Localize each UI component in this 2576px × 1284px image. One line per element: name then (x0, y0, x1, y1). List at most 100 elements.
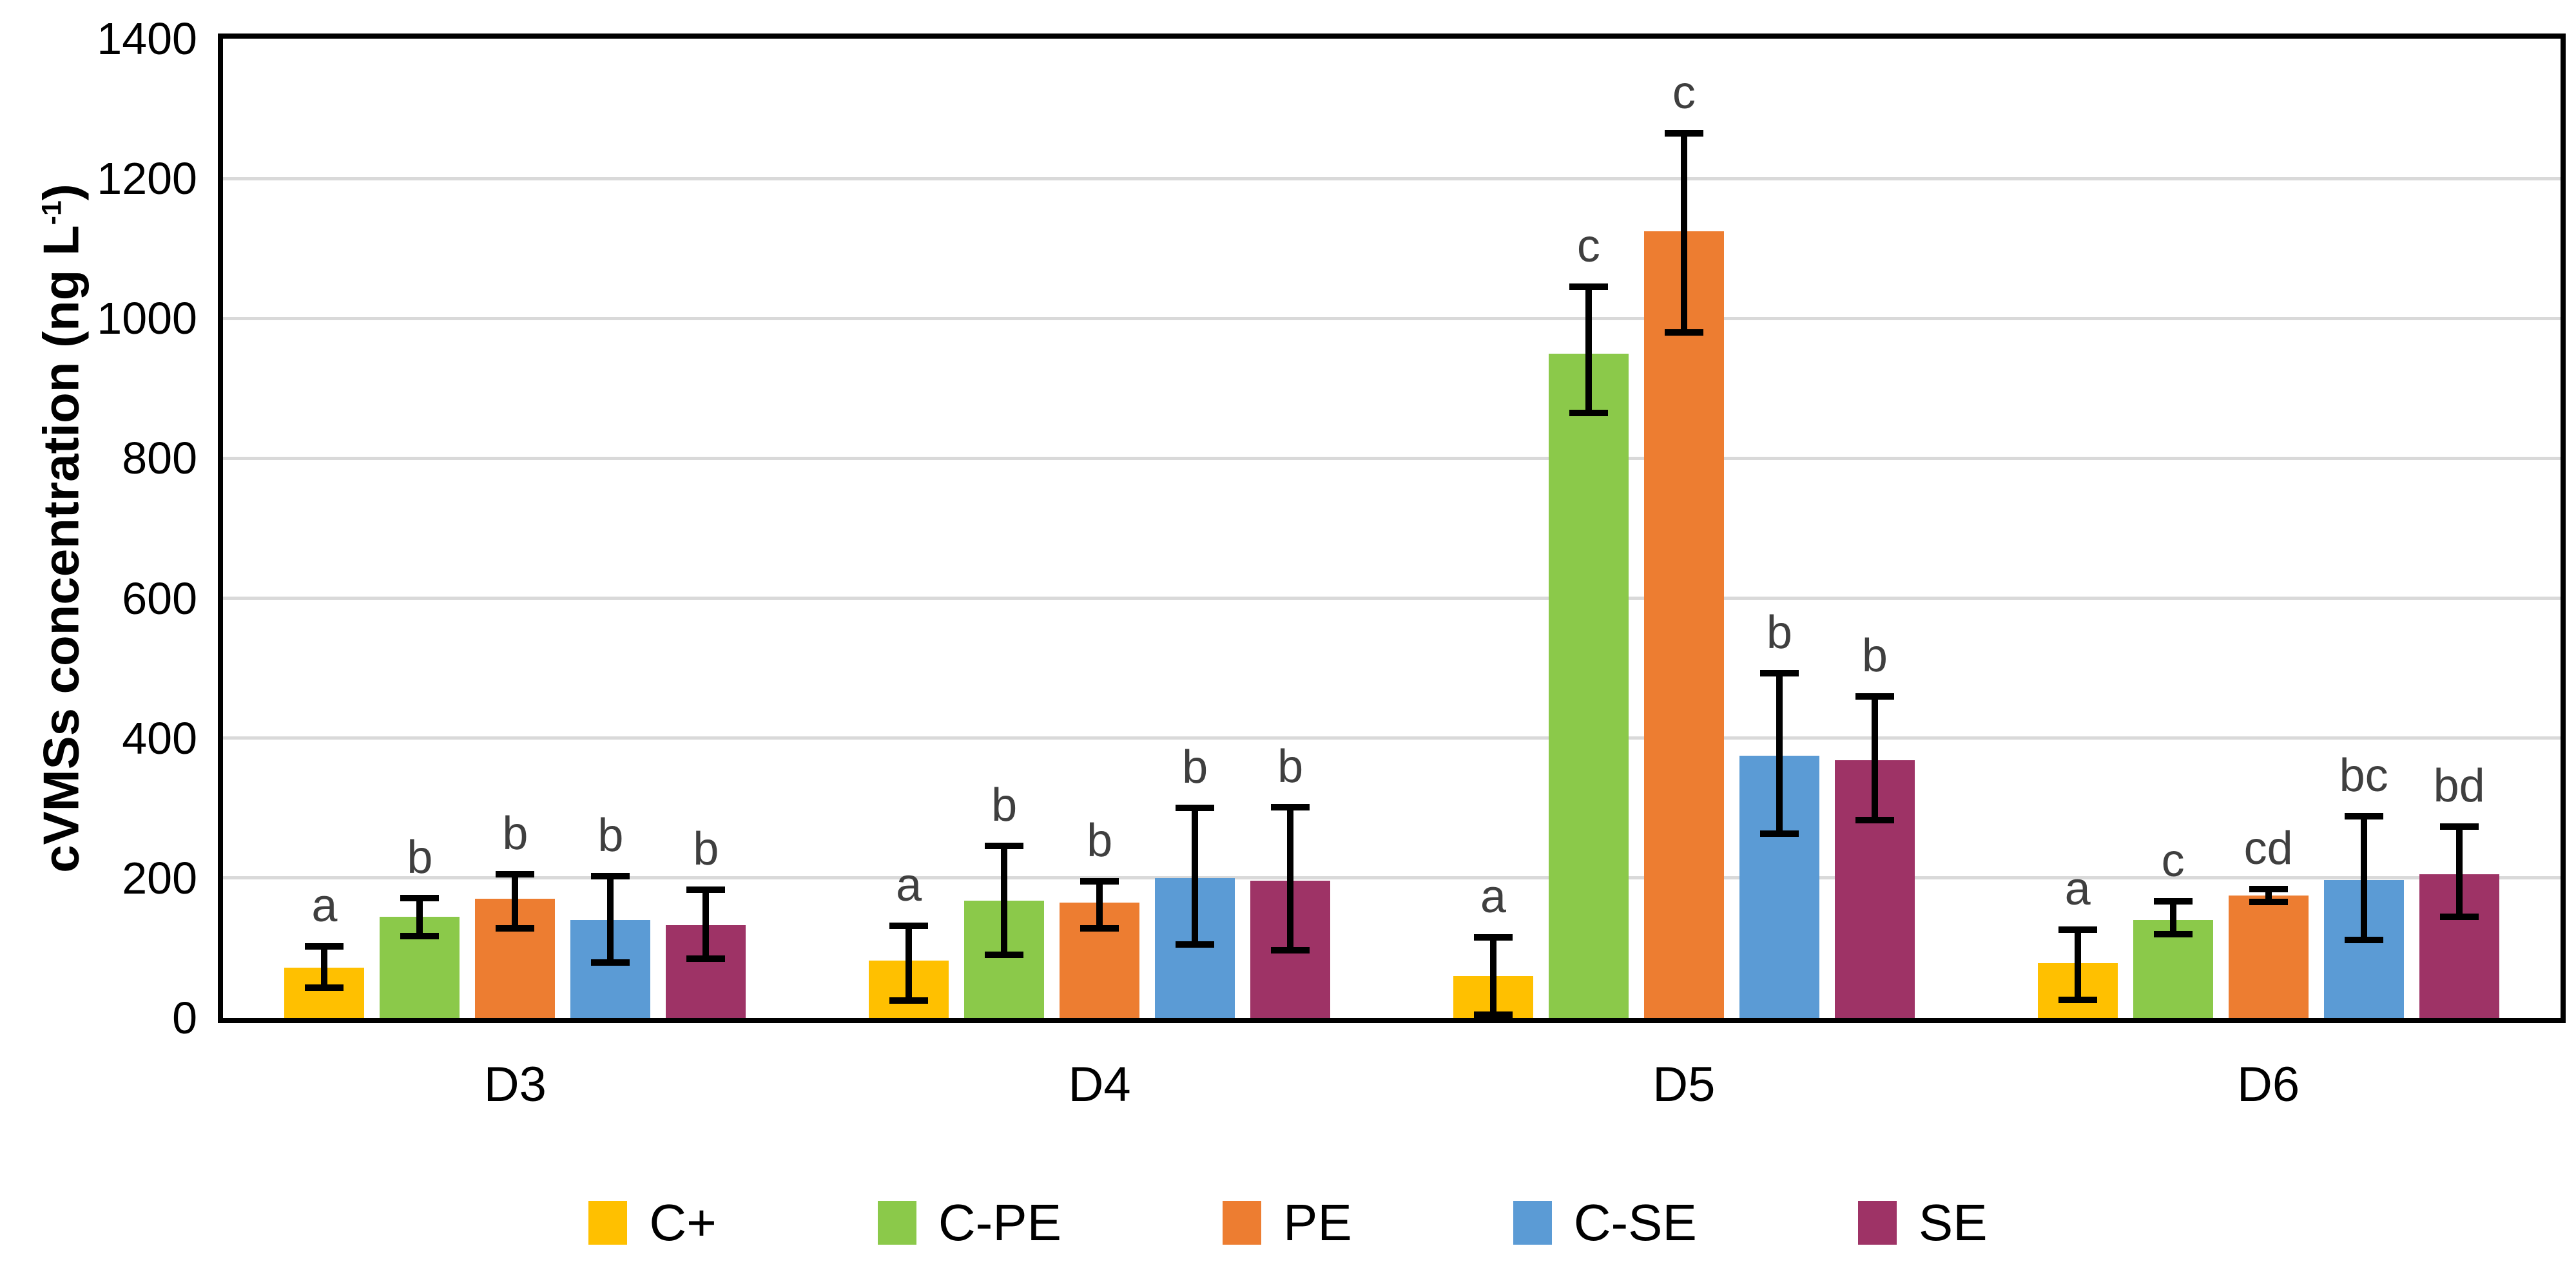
legend-swatch (1223, 1201, 1262, 1245)
y-axis-tick-label: 1200 (97, 153, 197, 204)
y-axis-title: cVMSs concentration (ng L-1) (32, 184, 91, 873)
y-axis-tick-label: 400 (122, 713, 197, 763)
error-bar-cap (2058, 926, 2097, 934)
error-bar-cap (305, 984, 344, 992)
legend-swatch (1513, 1201, 1552, 1245)
significance-letter: a (1480, 871, 1506, 923)
significance-letter: c (1576, 220, 1600, 273)
error-bar-cap (305, 943, 344, 950)
error-bar-cap (686, 955, 726, 962)
legend-item-C+: C+ (588, 1193, 717, 1252)
legend-label: SE (1918, 1194, 1988, 1251)
legend-label: PE (1283, 1194, 1352, 1251)
error-bar-cap (2058, 996, 2097, 1003)
error-bar-cap (591, 872, 630, 879)
significance-letter: a (896, 859, 922, 911)
y-axis-tick-label: 800 (122, 433, 197, 484)
error-bar-cap (889, 922, 929, 929)
error-bar-cap (2439, 823, 2479, 830)
error-bar (1192, 808, 1199, 944)
significance-letter: bd (2433, 760, 2485, 812)
error-bar (2455, 826, 2463, 917)
y-axis-tick-label: 0 (172, 993, 197, 1043)
error-bar-cap (1176, 941, 1215, 948)
error-bar-cap (889, 997, 929, 1004)
error-bar (416, 898, 423, 936)
legend-swatch (1857, 1201, 1897, 1245)
significance-letter: b (1277, 741, 1304, 793)
error-bar-cap (2153, 897, 2193, 905)
error-bar-cap (400, 932, 440, 939)
significance-letter: cd (2243, 823, 2293, 875)
plot-area: a a a a b b c c b b c cd b b b bc b b b bd (218, 34, 2566, 1023)
significance-letter: b (1766, 606, 1792, 658)
legend-item-SE: SE (1857, 1193, 1988, 1252)
legend-label: C+ (649, 1194, 717, 1251)
legend-item-C-SE: C-SE (1513, 1193, 1697, 1252)
x-axis-label-D3: D3 (483, 1057, 547, 1112)
significance-letter: b (693, 823, 719, 876)
legend: C+ C-PE PE C-SE SE (0, 1193, 2576, 1252)
gridline (223, 316, 2561, 320)
significance-letter: b (991, 779, 1018, 831)
error-bar (512, 874, 519, 929)
legend-label: C-PE (938, 1194, 1062, 1251)
error-bar-cap (1176, 805, 1215, 812)
error-bar-cap (1271, 804, 1310, 811)
error-bar (1871, 696, 1878, 820)
bar-C-PE-D5 (1548, 353, 1629, 1018)
gridline (223, 177, 2561, 180)
significance-letter: c (1672, 66, 1696, 119)
error-bar-cap (2439, 913, 2479, 920)
error-bar-cap (591, 959, 630, 966)
significance-letter: b (1861, 629, 1888, 682)
error-bar-cap (1759, 830, 1799, 838)
significance-letter: a (2064, 863, 2091, 915)
error-bar (1489, 937, 1496, 1015)
error-bar-cap (1855, 693, 1894, 700)
error-bar-cap (1855, 816, 1894, 823)
error-bar-cap (985, 952, 1024, 959)
x-axis-label-D6: D6 (2237, 1057, 2300, 1112)
legend-label: C-SE (1573, 1194, 1697, 1251)
error-bar (1001, 845, 1008, 955)
legend-swatch (588, 1201, 628, 1245)
error-bar (1680, 133, 1687, 332)
y-axis-tick-label: 200 (122, 852, 197, 903)
significance-letter: b (597, 809, 624, 861)
significance-letter: b (1087, 815, 1113, 867)
significance-letter: b (502, 808, 528, 860)
legend-item-PE: PE (1223, 1193, 1352, 1252)
error-bar-cap (2153, 930, 2193, 937)
y-axis-tick-label: 600 (122, 573, 197, 624)
significance-letter: b (1182, 742, 1208, 794)
error-bar-cap (1569, 409, 1608, 416)
error-bar (1585, 287, 1592, 413)
significance-letter: a (311, 880, 338, 932)
error-bar (2169, 901, 2176, 934)
error-bar-cap (1759, 669, 1799, 676)
error-bar (905, 925, 913, 1001)
bar-PE-D6 (2228, 896, 2309, 1018)
gridline (223, 876, 2561, 880)
significance-letter: bc (2339, 750, 2388, 802)
significance-letter: b (407, 832, 433, 884)
error-bar-cap (1664, 129, 1703, 137)
legend-item-C-PE: C-PE (877, 1193, 1062, 1252)
error-bar-cap (2344, 813, 2383, 820)
error-bar (2360, 816, 2367, 941)
error-bar (2074, 930, 2081, 1000)
error-bar-cap (2249, 898, 2288, 905)
error-bar-cap (1271, 946, 1310, 953)
error-bar (1096, 881, 1103, 929)
error-bar (1287, 807, 1294, 950)
x-axis-label-D5: D5 (1652, 1057, 1716, 1112)
gridline (223, 456, 2561, 460)
error-bar (607, 876, 614, 963)
error-bar-cap (2344, 937, 2383, 944)
error-bar-cap (1473, 1011, 1513, 1018)
error-bar-cap (686, 886, 726, 894)
error-bar (702, 890, 710, 959)
bar-PE-D5 (1643, 231, 1724, 1018)
